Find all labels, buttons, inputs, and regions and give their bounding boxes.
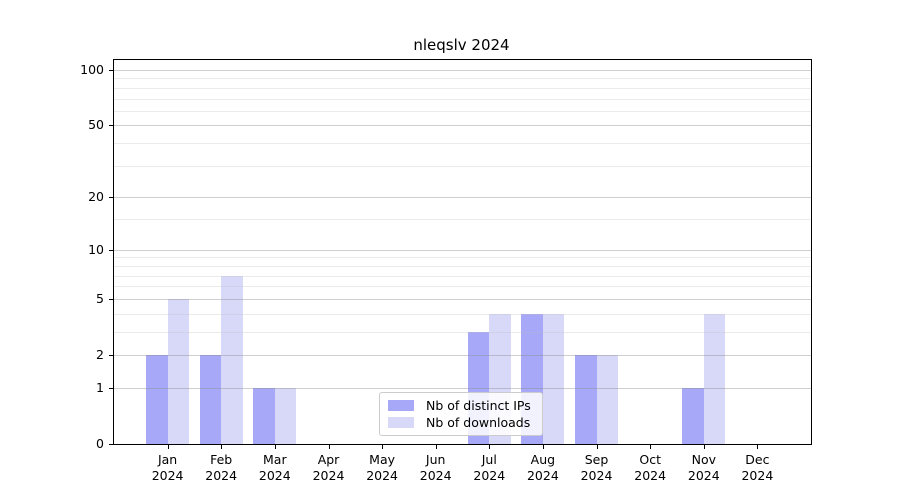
y-tick-label: 50 — [88, 117, 104, 133]
y-tick-mark — [109, 387, 113, 389]
y-tick-mark — [109, 355, 113, 356]
y-tick-mark — [109, 125, 113, 127]
gridline-minor — [114, 331, 811, 333]
bar-distinct-ips — [575, 355, 597, 444]
legend-label-downloads: Nb of downloads — [426, 415, 531, 431]
x-tick-label: Jan 2024 — [151, 452, 184, 483]
y-tick-label: 1 — [96, 379, 104, 395]
x-tick-mark — [650, 445, 652, 449]
y-tick-label: 0 — [96, 436, 104, 451]
chart-title: nleqslv 2024 — [413, 36, 510, 54]
legend-item-distinct-ips: Nb of distinct IPs — [388, 398, 534, 413]
x-tick-mark — [596, 445, 598, 449]
gridline-major — [114, 249, 811, 251]
x-tick-mark — [757, 445, 759, 449]
bar-downloads — [167, 298, 190, 444]
y-tick-mark — [109, 249, 113, 251]
legend-item-downloads: Nb of downloads — [388, 415, 534, 430]
gridline-minor — [114, 143, 811, 145]
legend-swatch-downloads — [388, 417, 414, 429]
bar-distinct-ips — [146, 355, 168, 444]
x-tick-mark — [542, 445, 544, 449]
gridline-major — [114, 197, 811, 199]
gridline-minor — [114, 275, 811, 277]
x-tick-label: Aug 2024 — [526, 452, 559, 483]
y-tick-mark — [109, 197, 113, 199]
y-tick-mark — [109, 444, 113, 445]
y-tick-label: 100 — [80, 62, 104, 77]
bar-downloads — [596, 355, 618, 444]
x-tick-label: Nov 2024 — [687, 452, 720, 483]
gridline-minor — [114, 219, 811, 221]
gridline-minor — [114, 313, 811, 315]
bar-downloads — [542, 313, 565, 444]
gridline-major — [114, 355, 811, 356]
x-tick-mark — [489, 445, 491, 449]
gridline-minor — [114, 165, 811, 167]
gridline-minor — [114, 87, 811, 89]
x-tick-mark — [328, 445, 330, 449]
y-tick-label: 5 — [96, 290, 104, 306]
bar-distinct-ips — [253, 387, 275, 444]
y-tick-mark — [109, 298, 113, 300]
plot-area: 0 1 2 5 10 20 50 100 Jan 2024 Feb 2024 Mar 2024 Ap… — [80, 59, 812, 483]
bar-downloads — [703, 313, 726, 444]
gridline-minor — [114, 265, 811, 267]
x-tick-label: Mar 2024 — [258, 452, 291, 483]
x-tick-mark — [221, 445, 223, 449]
x-tick-label: May 2024 — [366, 452, 398, 483]
x-tick-mark — [435, 445, 437, 449]
gridline-minor — [114, 257, 811, 259]
gridline-minor — [114, 286, 811, 288]
y-tick-label: 20 — [88, 189, 104, 205]
x-tick-mark — [703, 445, 705, 449]
x-tick-label: Jun 2024 — [419, 452, 452, 483]
gridline-minor — [114, 110, 811, 112]
gridline-minor — [114, 98, 811, 100]
y-tick-label: 10 — [88, 241, 104, 257]
legend: Nb of distinct IPs Nb of downloads — [379, 392, 543, 436]
gridline-major — [114, 298, 811, 300]
x-tick-label: Dec 2024 — [741, 452, 774, 483]
x-tick-label: Apr 2024 — [312, 452, 345, 483]
legend-label-distinct-ips: Nb of distinct IPs — [426, 397, 531, 413]
x-tick-mark — [382, 445, 384, 449]
x-tick-label: Oct 2024 — [634, 452, 667, 483]
gridline-major — [114, 387, 811, 389]
x-tick-mark — [167, 445, 169, 449]
bar-distinct-ips — [682, 387, 704, 444]
gridline-major — [114, 70, 811, 71]
gridline-major — [114, 125, 811, 127]
x-tick-label: Feb 2024 — [205, 452, 238, 483]
y-tick-label: 2 — [96, 347, 104, 362]
y-tick-mark — [109, 70, 113, 71]
bar-distinct-ips — [199, 355, 222, 444]
legend-swatch-distinct-ips — [388, 399, 414, 411]
x-tick-label: Jul 2024 — [473, 452, 506, 483]
bar-downloads — [274, 387, 297, 444]
x-tick-mark — [274, 445, 276, 449]
gridline-minor — [114, 78, 811, 80]
bar-downloads — [221, 275, 243, 444]
x-tick-label: Sep 2024 — [580, 452, 613, 483]
